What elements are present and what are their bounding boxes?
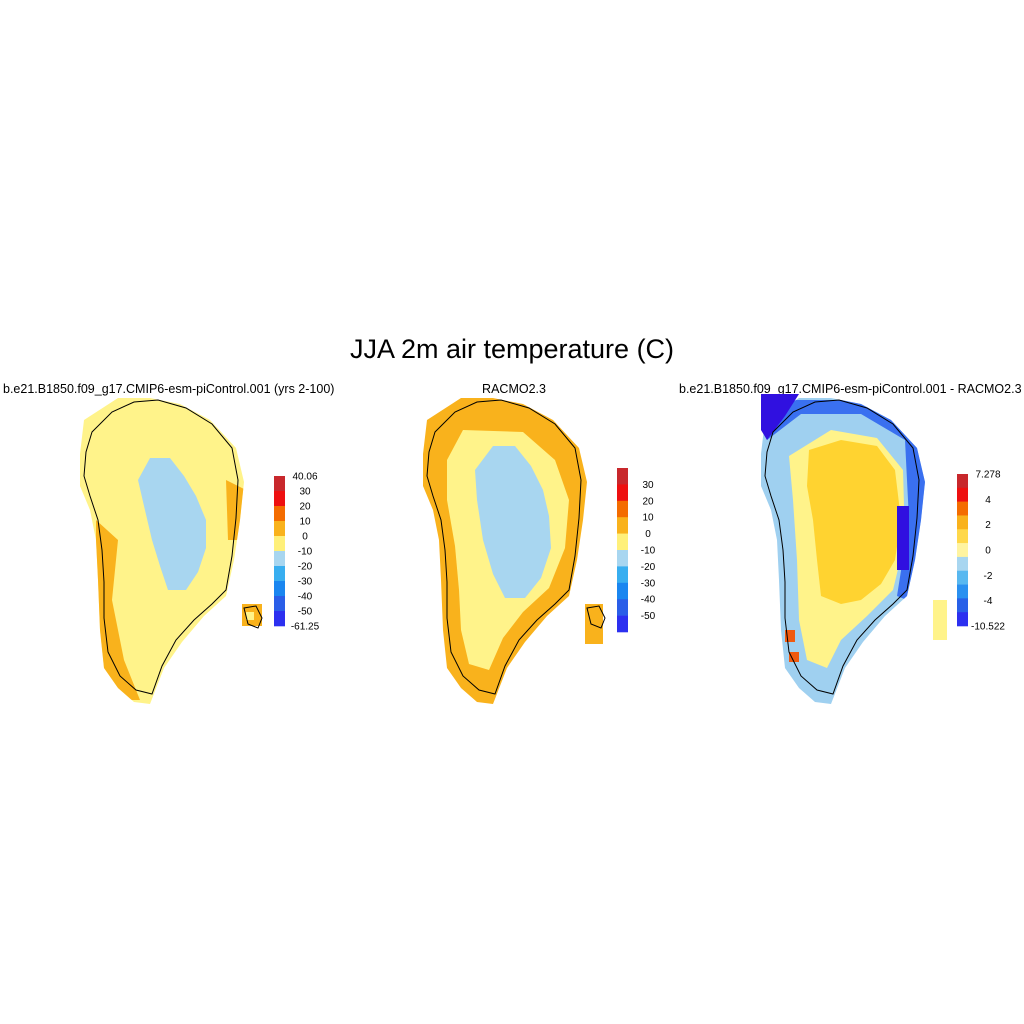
colorbar-tick-label: 4 (985, 495, 991, 506)
colorbar-tick-label: -40 (641, 595, 656, 606)
panel-1-map (80, 398, 263, 704)
colorbar-tick-label: 40.06 (292, 472, 317, 483)
panel-1-cold-interior (138, 458, 206, 590)
colorbar-swatch (274, 491, 285, 507)
colorbar-tick-label: 0 (985, 546, 991, 557)
panel-2-island-block (585, 604, 603, 644)
colorbar-tick-label: -30 (641, 578, 656, 589)
colorbar-swatch (957, 612, 968, 627)
panel-2-coastline-island (586, 605, 606, 629)
colorbar-swatch (957, 556, 968, 572)
panel-3-colorbar: 7.278 4 2 0 -2 -4 -10.522 (957, 470, 1005, 633)
colorbar-swatch (274, 506, 285, 522)
colorbar-swatch (957, 501, 968, 516)
colorbar-swatch (617, 533, 628, 551)
colorbar-tick-label: -30 (298, 577, 313, 588)
colorbar-swatch (617, 468, 628, 485)
colorbar-swatch (617, 566, 628, 584)
colorbar-swatch (274, 551, 285, 567)
panel-3-red-block (789, 652, 799, 662)
colorbar-tick-label: 2 (985, 520, 991, 531)
colorbar-tick-label: -10 (641, 546, 656, 557)
panel-2-title: RACMO2.3 (482, 382, 546, 396)
panel-2-coastline (426, 399, 582, 695)
colorbar-swatch (957, 474, 968, 489)
panel-2-cold-interior (475, 446, 551, 598)
figure-title: JJA 2m air temperature (C) (349, 334, 675, 364)
colorbar-swatch (274, 521, 285, 537)
colorbar-tick-label: -40 (298, 592, 313, 603)
panel-1-warm-west-margin (96, 520, 140, 700)
colorbar-tick-label: 20 (299, 502, 311, 513)
colorbar-swatch (274, 596, 285, 612)
panel-3-title: b.e21.B1850.f09_g17.CMIP6-esm-piControl.… (679, 382, 1022, 396)
colorbar-tick-label: 10 (299, 517, 311, 528)
colorbar-tick-label: -50 (298, 607, 313, 618)
colorbar-swatch (274, 581, 285, 597)
colorbar-swatch (957, 515, 968, 530)
colorbars: 40.063020100-10-20-30-40-50-61.253020100… (274, 468, 1005, 633)
panel-1-title: b.e21.B1850.f09_g17.CMIP6-esm-piControl.… (3, 382, 335, 396)
colorbar-swatch (274, 611, 285, 627)
panel-1-island-block (246, 612, 254, 620)
colorbar-swatch (617, 582, 628, 600)
colorbar-swatch (274, 476, 285, 492)
colorbar-swatch (617, 484, 628, 502)
colorbar-swatch (617, 500, 628, 518)
panel-1-colorbar: 40.06 30 20 10 0 -10 -20 -30 -40 -50 -61.25 (274, 472, 320, 633)
colorbar-swatch (617, 615, 628, 633)
colorbar-swatch (617, 517, 628, 534)
colorbar-tick-label: 7.278 (975, 470, 1000, 481)
panel-3-red-block (785, 630, 795, 642)
panel-2-colorbar: 30 20 10 0 -10 -20 -30 -40 -50 (617, 468, 656, 633)
panel-3-deep-blue-strip (897, 506, 909, 570)
panel-3-coastline (764, 399, 920, 695)
colorbar-tick-label: -10 (298, 547, 313, 558)
colorbar-tick-label: 30 (299, 487, 311, 498)
colorbar-tick-label: 0 (645, 529, 651, 540)
colorbar-swatch (957, 529, 968, 544)
colorbar-tick-label: -61.25 (291, 622, 320, 633)
colorbar-tick-label: 30 (642, 480, 654, 491)
colorbar-swatch (617, 599, 628, 616)
colorbar-tick-label: 0 (302, 532, 308, 543)
panel-1-coastline (83, 399, 239, 695)
colorbar-swatch (957, 584, 968, 599)
colorbar-swatch (617, 550, 628, 567)
colorbar-tick-label: -2 (984, 571, 993, 582)
panel-3-deep-blue-northwest (761, 394, 799, 440)
colorbar-swatch (957, 543, 968, 558)
panel-3-warm-core (807, 440, 901, 604)
colorbar-tick-label: 10 (642, 513, 654, 524)
colorbar-swatch (957, 598, 968, 613)
colorbar-tick-label: -10.522 (971, 622, 1005, 633)
panel-3-map (761, 394, 947, 704)
panel-3-island-block (933, 600, 947, 640)
panel-1-coastline-island (243, 605, 263, 629)
colorbar-swatch (957, 487, 968, 502)
colorbar-tick-label: -20 (641, 562, 656, 573)
colorbar-swatch (274, 536, 285, 552)
colorbar-swatch (274, 566, 285, 582)
colorbar-tick-label: -4 (984, 596, 993, 607)
colorbar-tick-label: -50 (641, 611, 656, 622)
colorbar-tick-label: 20 (642, 496, 654, 507)
colorbar-tick-label: -20 (298, 562, 313, 573)
colorbar-swatch (957, 570, 968, 585)
panel-2-map (423, 398, 606, 704)
